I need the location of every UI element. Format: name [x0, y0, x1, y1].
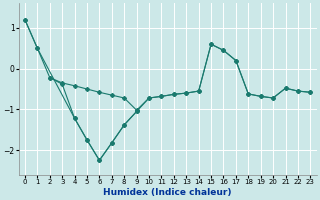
X-axis label: Humidex (Indice chaleur): Humidex (Indice chaleur) [103, 188, 232, 197]
